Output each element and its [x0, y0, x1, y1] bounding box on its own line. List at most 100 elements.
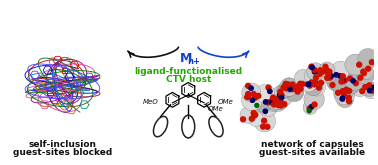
Circle shape: [268, 90, 284, 107]
Circle shape: [344, 69, 365, 90]
Text: OMe: OMe: [218, 99, 234, 105]
Circle shape: [309, 64, 314, 69]
Circle shape: [326, 70, 348, 91]
Text: MeO: MeO: [143, 99, 158, 105]
Circle shape: [277, 95, 282, 100]
Circle shape: [249, 116, 254, 121]
Circle shape: [366, 85, 371, 90]
Circle shape: [262, 118, 266, 123]
Circle shape: [252, 113, 257, 118]
Circle shape: [329, 74, 333, 78]
Circle shape: [248, 112, 263, 126]
Circle shape: [305, 82, 310, 86]
Circle shape: [280, 78, 298, 96]
Circle shape: [255, 103, 259, 107]
Circle shape: [256, 93, 261, 98]
Circle shape: [336, 90, 353, 108]
Circle shape: [325, 76, 330, 81]
Circle shape: [266, 85, 271, 90]
Circle shape: [282, 78, 297, 93]
Circle shape: [272, 93, 288, 110]
Circle shape: [339, 79, 344, 84]
Circle shape: [278, 95, 283, 100]
Circle shape: [246, 95, 251, 99]
Circle shape: [323, 64, 328, 69]
Circle shape: [316, 85, 321, 90]
Circle shape: [298, 81, 303, 86]
Circle shape: [340, 97, 344, 101]
Circle shape: [251, 111, 256, 116]
Circle shape: [277, 83, 293, 98]
Circle shape: [288, 87, 292, 91]
Circle shape: [336, 73, 356, 93]
Text: guest-sites blocked: guest-sites blocked: [13, 148, 112, 157]
Circle shape: [334, 82, 353, 101]
Circle shape: [352, 81, 368, 97]
Bar: [62, 68, 68, 73]
Circle shape: [271, 102, 276, 107]
Circle shape: [250, 98, 255, 102]
Circle shape: [360, 89, 365, 94]
Circle shape: [271, 85, 293, 107]
Circle shape: [307, 109, 311, 113]
Circle shape: [284, 83, 289, 88]
Circle shape: [361, 71, 366, 76]
Circle shape: [309, 80, 314, 85]
Circle shape: [318, 68, 323, 73]
Circle shape: [317, 71, 322, 76]
Circle shape: [330, 82, 335, 87]
Circle shape: [372, 85, 376, 90]
Circle shape: [294, 69, 312, 87]
Text: self-inclusion: self-inclusion: [29, 140, 96, 149]
Circle shape: [347, 88, 352, 93]
Circle shape: [367, 88, 372, 93]
Circle shape: [341, 78, 345, 82]
Circle shape: [369, 60, 374, 65]
Bar: [47, 90, 53, 95]
Text: guest-sites available: guest-sites available: [259, 148, 365, 157]
Circle shape: [334, 84, 355, 105]
Circle shape: [341, 89, 345, 94]
Circle shape: [327, 75, 332, 80]
Circle shape: [307, 82, 311, 86]
Circle shape: [342, 89, 347, 94]
Circle shape: [316, 63, 336, 83]
Circle shape: [366, 66, 371, 71]
Circle shape: [254, 110, 276, 132]
Circle shape: [361, 69, 366, 74]
Circle shape: [304, 77, 323, 96]
Circle shape: [246, 92, 251, 97]
Circle shape: [353, 81, 358, 86]
Circle shape: [303, 100, 317, 115]
Circle shape: [276, 99, 280, 104]
Circle shape: [311, 80, 316, 85]
Circle shape: [253, 92, 272, 112]
Circle shape: [279, 93, 284, 98]
Circle shape: [307, 83, 312, 88]
Circle shape: [358, 75, 363, 80]
Circle shape: [363, 84, 368, 89]
Circle shape: [320, 67, 336, 83]
Circle shape: [260, 124, 266, 129]
Circle shape: [313, 80, 318, 85]
Circle shape: [268, 89, 272, 94]
Circle shape: [263, 100, 268, 104]
Circle shape: [312, 70, 317, 74]
Circle shape: [253, 112, 258, 117]
Circle shape: [347, 99, 352, 104]
Circle shape: [285, 83, 304, 102]
Circle shape: [326, 71, 331, 76]
Circle shape: [340, 74, 345, 79]
Circle shape: [295, 89, 300, 94]
Circle shape: [327, 69, 332, 74]
Text: M: M: [180, 52, 192, 65]
Circle shape: [290, 82, 295, 87]
Circle shape: [308, 78, 325, 96]
Circle shape: [242, 83, 261, 102]
Text: OMe: OMe: [208, 106, 224, 112]
Circle shape: [270, 100, 274, 104]
Circle shape: [269, 99, 274, 104]
Circle shape: [345, 54, 366, 75]
Circle shape: [363, 82, 378, 99]
Circle shape: [283, 81, 288, 86]
